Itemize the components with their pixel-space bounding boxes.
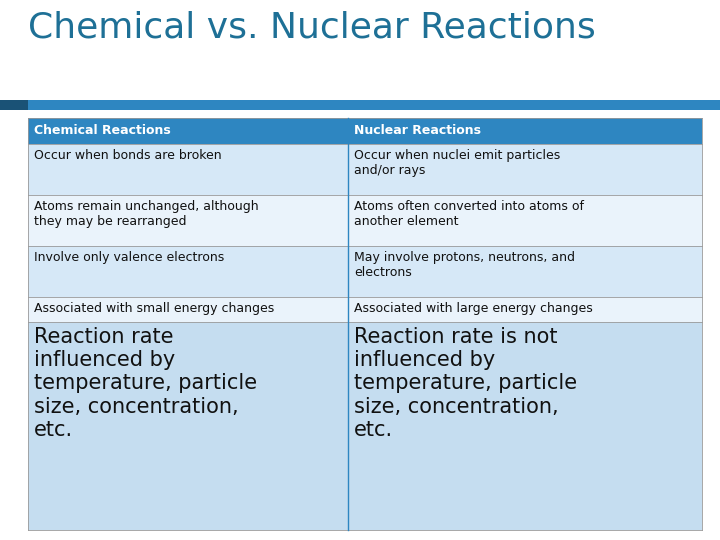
Text: Reaction rate
influenced by
temperature, particle
size, concentration,
etc.: Reaction rate influenced by temperature,… [34, 327, 257, 440]
Text: Atoms often converted into atoms of
another element: Atoms often converted into atoms of anot… [354, 199, 584, 227]
Bar [0, 100, 720, 110]
Bar [28, 322, 702, 530]
Text: Associated with large energy changes: Associated with large energy changes [354, 301, 593, 314]
Bar [28, 118, 702, 144]
Bar [28, 296, 702, 322]
Text: Nuclear Reactions: Nuclear Reactions [354, 124, 481, 137]
Text: Associated with small energy changes: Associated with small energy changes [34, 301, 274, 314]
Text: May involve protons, neutrons, and
electrons: May involve protons, neutrons, and elect… [354, 251, 575, 279]
Bar [28, 194, 702, 246]
Text: Occur when nuclei emit particles
and/or rays: Occur when nuclei emit particles and/or … [354, 148, 560, 177]
Bar [28, 144, 702, 194]
Bar [0, 100, 28, 110]
Text: Atoms remain unchanged, although
they may be rearranged: Atoms remain unchanged, although they ma… [34, 199, 258, 227]
Text: Chemical Reactions: Chemical Reactions [34, 124, 171, 137]
Text: Reaction rate is not
influenced by
temperature, particle
size, concentration,
et: Reaction rate is not influenced by tempe… [354, 327, 577, 440]
Bar [28, 246, 702, 296]
Text: Involve only valence electrons: Involve only valence electrons [34, 251, 224, 264]
Text: Occur when bonds are broken: Occur when bonds are broken [34, 148, 222, 161]
Text: Chemical vs. Nuclear Reactions: Chemical vs. Nuclear Reactions [28, 10, 595, 44]
